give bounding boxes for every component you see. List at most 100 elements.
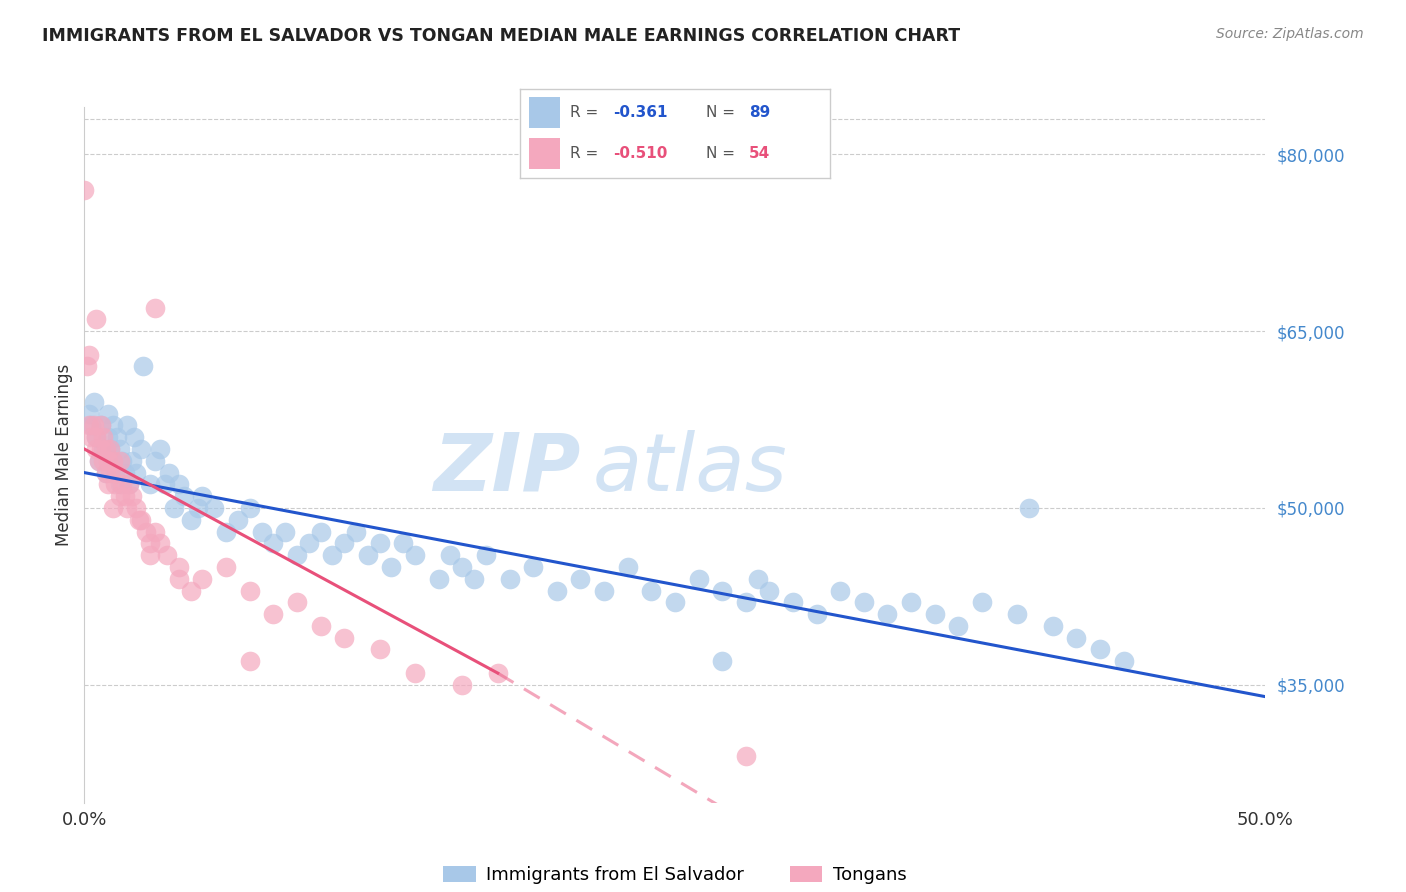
Point: [368, 642, 391, 657]
Point: [153, 477, 176, 491]
Point: [97, 477, 120, 491]
Point: [97, 407, 120, 421]
Point: [83, 418, 105, 433]
Point: [285, 595, 308, 609]
Point: [76, 359, 98, 374]
Point: [163, 500, 186, 515]
Point: [688, 572, 710, 586]
Point: [368, 536, 391, 550]
Point: [129, 442, 152, 456]
Point: [357, 548, 380, 562]
Point: [262, 536, 284, 550]
Point: [215, 524, 238, 539]
Point: [711, 583, 734, 598]
Point: [80, 430, 103, 444]
Point: [262, 607, 284, 621]
Point: [143, 454, 166, 468]
Point: [107, 430, 129, 444]
Text: -0.510: -0.510: [613, 146, 668, 161]
Point: [333, 536, 356, 550]
Point: [104, 466, 127, 480]
Point: [115, 500, 138, 515]
Point: [97, 454, 120, 468]
Point: [451, 678, 474, 692]
Point: [250, 524, 273, 539]
Point: [498, 572, 520, 586]
Point: [77, 407, 100, 421]
Point: [91, 454, 114, 468]
Point: [139, 536, 162, 550]
Point: [101, 454, 124, 468]
Point: [98, 466, 121, 480]
Point: [173, 489, 195, 503]
Point: [77, 418, 100, 433]
Point: [1042, 619, 1064, 633]
Point: [593, 583, 616, 598]
Point: [121, 454, 143, 468]
Point: [128, 513, 150, 527]
Point: [73, 183, 96, 197]
Point: [215, 560, 238, 574]
Point: [569, 572, 592, 586]
Point: [309, 619, 332, 633]
Point: [94, 466, 117, 480]
Point: [486, 666, 509, 681]
Point: [640, 583, 662, 598]
Text: R =: R =: [569, 146, 603, 161]
Point: [285, 548, 308, 562]
Point: [111, 477, 134, 491]
Point: [139, 548, 162, 562]
Point: [125, 500, 148, 515]
Point: [149, 442, 172, 456]
Point: [167, 477, 190, 491]
Point: [118, 477, 141, 491]
Text: 54: 54: [749, 146, 770, 161]
Point: [84, 312, 107, 326]
Point: [546, 583, 568, 598]
Point: [226, 513, 249, 527]
Point: [98, 442, 121, 456]
Point: [711, 654, 734, 668]
Point: [101, 418, 124, 433]
Point: [427, 572, 450, 586]
Point: [167, 572, 190, 586]
Point: [156, 548, 179, 562]
Point: [77, 348, 100, 362]
Point: [104, 477, 127, 491]
Point: [451, 560, 474, 574]
Point: [344, 524, 367, 539]
Point: [239, 500, 262, 515]
Point: [135, 524, 157, 539]
Point: [94, 442, 117, 456]
Point: [108, 442, 131, 456]
Point: [87, 454, 110, 468]
Point: [121, 489, 143, 503]
Point: [734, 595, 756, 609]
Text: atlas: atlas: [592, 430, 787, 508]
Point: [80, 418, 103, 433]
Point: [806, 607, 828, 621]
Point: [101, 454, 124, 468]
Text: 89: 89: [749, 105, 770, 120]
Text: Source: ZipAtlas.com: Source: ZipAtlas.com: [1216, 27, 1364, 41]
Point: [94, 466, 117, 480]
Point: [108, 489, 131, 503]
Point: [114, 489, 136, 503]
Point: [1007, 607, 1029, 621]
Point: [84, 442, 107, 456]
Point: [392, 536, 415, 550]
Point: [439, 548, 461, 562]
Point: [830, 583, 852, 598]
Point: [90, 418, 112, 433]
Point: [107, 466, 129, 480]
Point: [758, 583, 780, 598]
Point: [97, 430, 120, 444]
FancyBboxPatch shape: [530, 97, 561, 128]
Point: [616, 560, 638, 574]
Point: [167, 560, 190, 574]
Point: [404, 548, 426, 562]
Point: [115, 418, 138, 433]
Point: [125, 466, 148, 480]
Point: [782, 595, 804, 609]
Point: [87, 454, 110, 468]
